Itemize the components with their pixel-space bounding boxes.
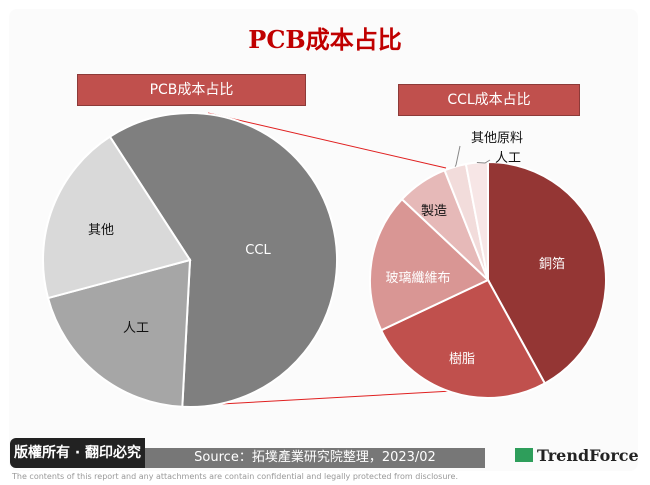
- leader-line: [476, 159, 491, 164]
- copyright-label: 版權所有 · 翻印必究: [10, 438, 145, 468]
- slice-label: 製造: [421, 204, 447, 219]
- trendforce-logo: TrendForce: [515, 446, 639, 465]
- pie-slice-1-0: [487, 160, 607, 385]
- slice-label: 銅箔: [539, 256, 565, 272]
- disclaimer: The contents of this report and any atta…: [12, 472, 458, 481]
- logo-icon: [515, 448, 533, 462]
- source-label: Source：拓墣產業研究院整理，2023/02: [145, 448, 485, 468]
- left-chart-title: PCB成本占比: [77, 74, 306, 106]
- slice-label: 其他原料: [471, 131, 523, 146]
- pie-slice-0-1: [46, 258, 192, 408]
- pie-slice-1-1: [379, 278, 547, 399]
- slice-label: 玻璃纖維布: [385, 271, 450, 286]
- pie-slice-0-2: [42, 135, 192, 300]
- slice-label: 其他: [88, 223, 114, 238]
- slice-label: CCL: [245, 243, 271, 258]
- pie-slice-1-2: [369, 197, 490, 332]
- slice-label: 人工: [123, 321, 149, 336]
- leader-line: [454, 145, 461, 167]
- slice-label: 人工: [495, 151, 521, 166]
- connector-line-bottom: [184, 389, 471, 407]
- right-chart-title: CCL成本占比: [398, 84, 580, 116]
- pie-slice-1-5: [464, 160, 489, 281]
- connector-line-top: [207, 112, 447, 169]
- page-title: PCB成本占比: [248, 25, 402, 54]
- pie-slice-0-0: [108, 112, 338, 408]
- slice-label: 樹脂: [449, 352, 475, 367]
- logo-text: TrendForce: [537, 446, 639, 465]
